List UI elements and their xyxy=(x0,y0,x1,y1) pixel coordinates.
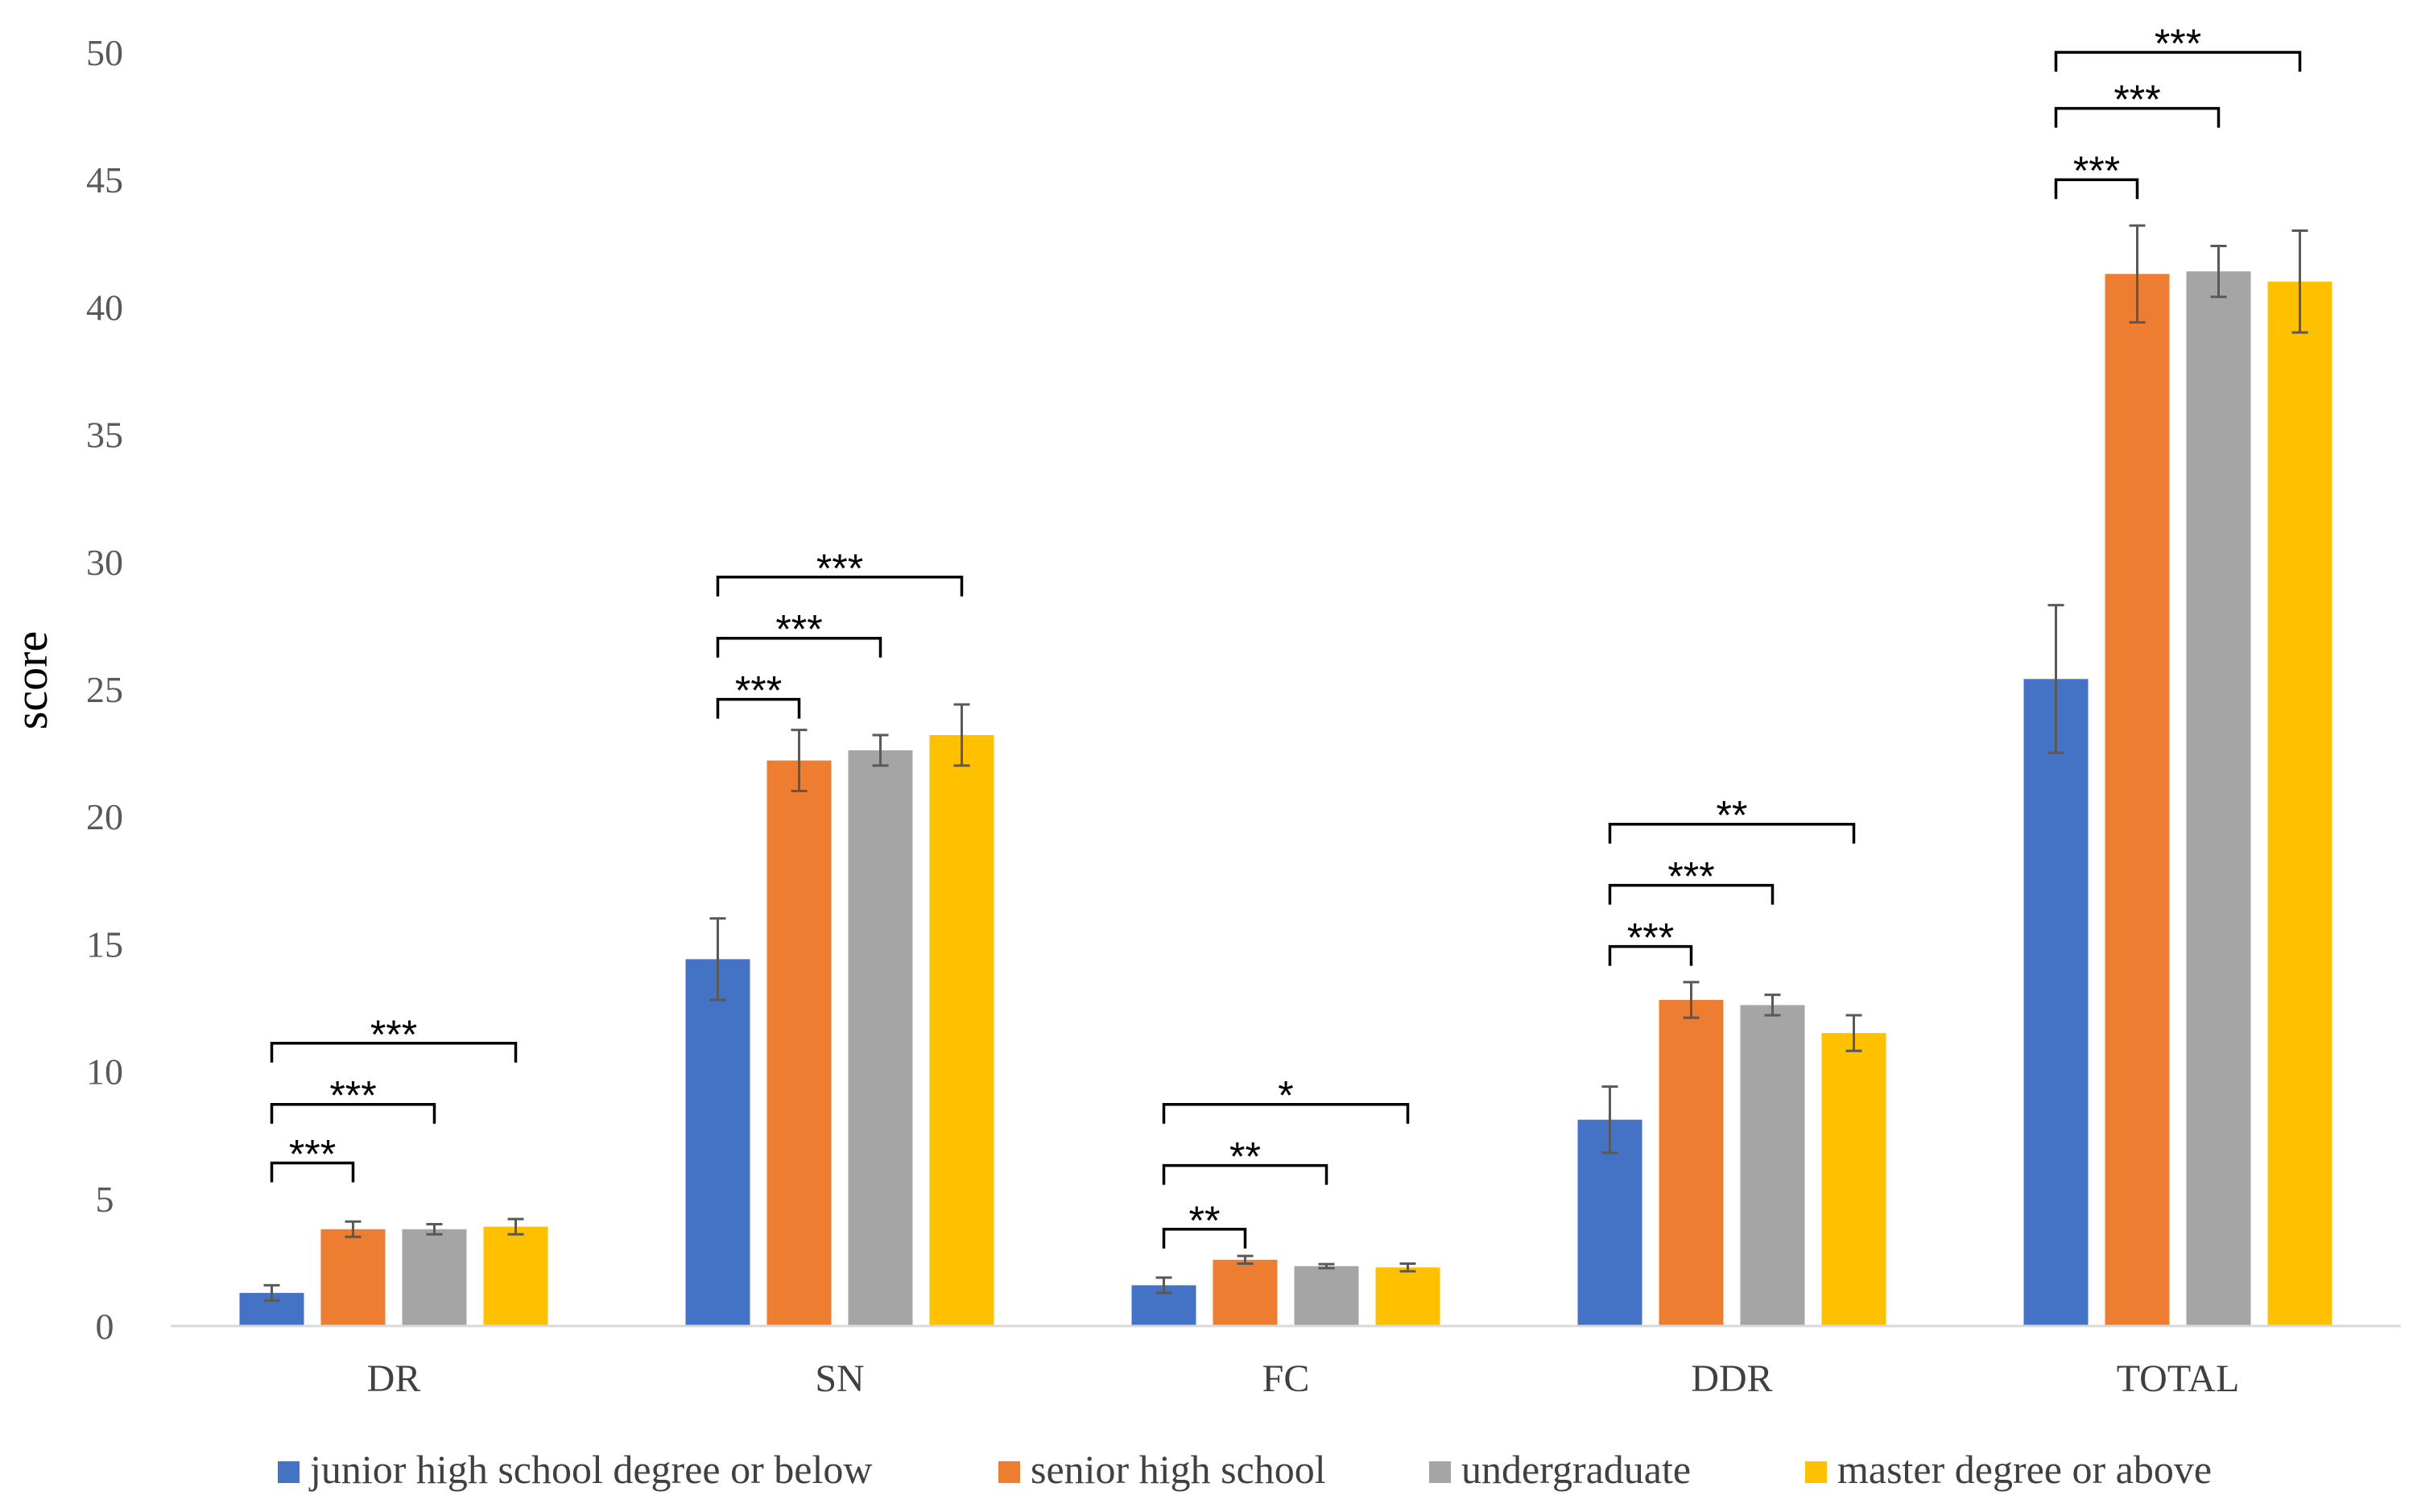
significance-bracket xyxy=(1162,1102,1410,1124)
significance-label: *** xyxy=(1627,915,1674,960)
bar xyxy=(1821,1033,1886,1326)
significance-bracket xyxy=(716,697,801,719)
significance-bracket xyxy=(1162,1228,1247,1249)
bar xyxy=(1577,1119,1642,1326)
y-tick-label: 25 xyxy=(86,669,123,710)
significance-label: *** xyxy=(289,1132,336,1177)
y-tick-label: 45 xyxy=(86,159,123,200)
significance-label: *** xyxy=(775,607,822,652)
y-tick-label: 20 xyxy=(86,796,123,837)
x-tick-label: FC xyxy=(1262,1357,1310,1400)
y-tick-label: 15 xyxy=(86,923,123,965)
x-tick-label: SN xyxy=(815,1357,864,1400)
significance-label: *** xyxy=(329,1073,376,1118)
y-tick-label: 50 xyxy=(86,32,123,73)
significance-label: ** xyxy=(1717,793,1748,838)
significance-label: *** xyxy=(1667,854,1714,899)
significance-bracket xyxy=(270,1102,436,1124)
legend-swatch xyxy=(1805,1461,1827,1483)
legend: junior high school degree or below senior… xyxy=(278,1447,2212,1492)
legend-swatch xyxy=(278,1461,300,1483)
y-tick-label: 10 xyxy=(86,1051,123,1093)
legend-swatch xyxy=(1429,1461,1451,1483)
significance-bracket xyxy=(1608,822,1856,844)
significance-bracket xyxy=(2054,106,2221,128)
bar xyxy=(1659,1000,1724,1326)
x-axis: DR SN FC DDR TOTAL xyxy=(367,1357,2240,1400)
bar xyxy=(929,734,994,1326)
y-tick-label: 30 xyxy=(86,542,123,583)
bar xyxy=(2023,679,2089,1326)
y-axis: 0 5 10 15 20 25 30 35 40 45 50 xyxy=(86,32,123,1347)
bar xyxy=(848,750,913,1326)
legend-label: master degree or above xyxy=(1837,1447,2212,1492)
legend-label: junior high school degree or below xyxy=(308,1447,872,1492)
bar xyxy=(1213,1259,1278,1326)
bar xyxy=(766,760,832,1326)
bar xyxy=(402,1229,467,1326)
legend-label: undergraduate xyxy=(1461,1447,1691,1492)
significance-label: *** xyxy=(2113,77,2160,122)
significance-label: *** xyxy=(2155,21,2201,66)
significance-bracket xyxy=(716,636,882,658)
y-tick-label: 40 xyxy=(86,287,123,328)
bar xyxy=(1740,1005,1805,1326)
x-tick-label: DR xyxy=(367,1357,421,1400)
significance-bracket xyxy=(1608,883,1775,905)
plot-area: **************************************** xyxy=(239,21,2332,1326)
significance-label: *** xyxy=(2073,148,2120,193)
bar xyxy=(1375,1267,1440,1326)
bar xyxy=(685,959,750,1326)
significance-label: *** xyxy=(735,668,782,713)
significance-bracket xyxy=(2054,178,2139,200)
significance-bracket xyxy=(1608,944,1693,966)
legend-swatch xyxy=(998,1461,1020,1483)
significance-bracket xyxy=(2054,51,2302,72)
significance-bracket xyxy=(1162,1163,1328,1185)
significance-label: ** xyxy=(1229,1134,1261,1179)
bar xyxy=(483,1226,548,1326)
significance-label: *** xyxy=(370,1012,417,1057)
significance-bracket xyxy=(270,1161,355,1183)
legend-label: senior high school xyxy=(1031,1447,1326,1492)
bar xyxy=(320,1229,386,1326)
y-tick-label: 5 xyxy=(96,1179,114,1220)
y-tick-label: 35 xyxy=(86,415,123,456)
bar xyxy=(2267,281,2332,1326)
bar xyxy=(1294,1266,1359,1326)
y-tick-label: 0 xyxy=(96,1306,114,1347)
significance-label: *** xyxy=(816,546,863,591)
significance-bracket xyxy=(270,1042,518,1063)
x-tick-label: TOTAL xyxy=(2117,1357,2240,1400)
y-axis-title: score xyxy=(5,631,57,729)
significance-label: * xyxy=(1278,1073,1293,1118)
significance-bracket xyxy=(716,576,964,597)
x-tick-label: DDR xyxy=(1691,1357,1772,1400)
bar xyxy=(2186,271,2251,1326)
significance-label: ** xyxy=(1189,1198,1221,1243)
bar xyxy=(2105,274,2170,1326)
